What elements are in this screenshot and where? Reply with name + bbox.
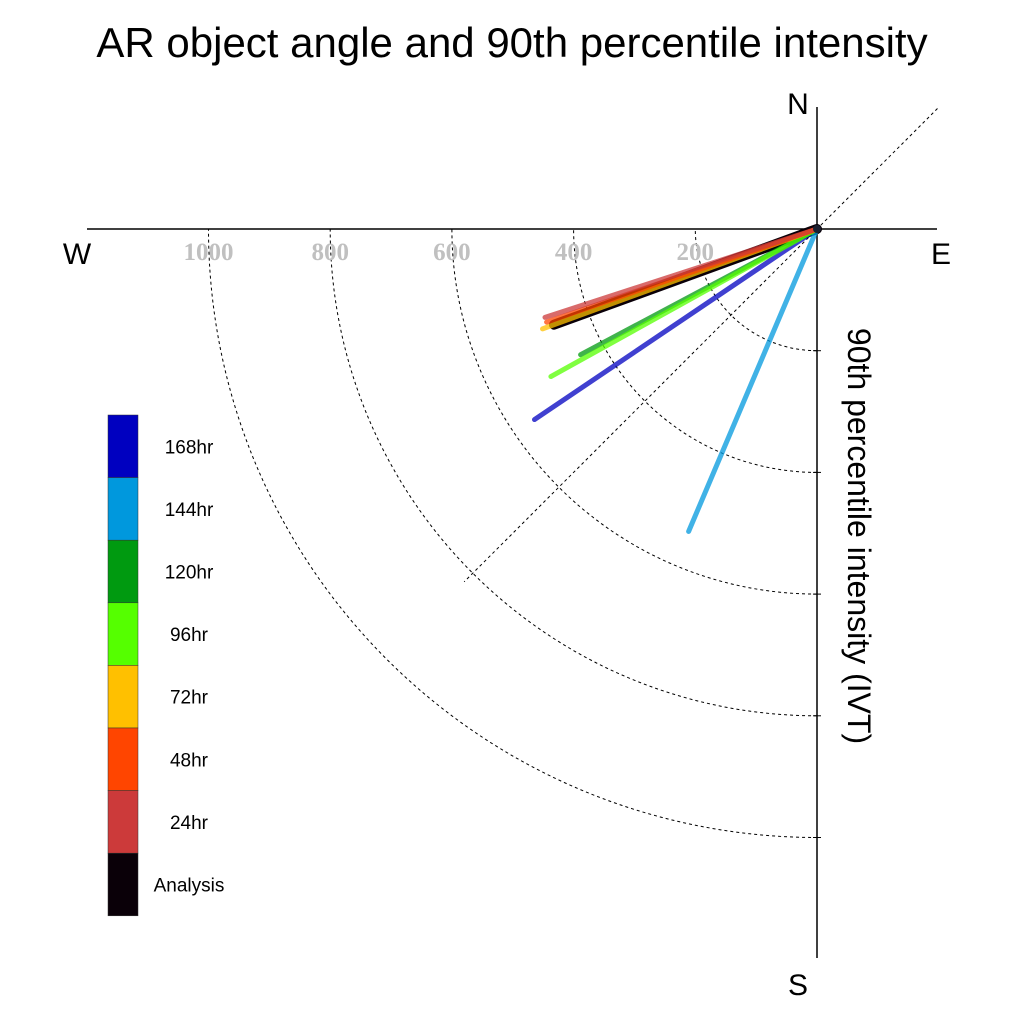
radial-axis-label: 90th percentile intensity (IVT) bbox=[841, 328, 877, 744]
legend-swatch-120hr bbox=[107, 539, 139, 604]
legend-swatch-168hr bbox=[107, 414, 139, 478]
grid-arc-1000 bbox=[208, 228, 818, 838]
grid-arc-400 bbox=[573, 228, 818, 473]
legend-swatch-72hr bbox=[107, 665, 139, 729]
tick-label-800: 800 bbox=[311, 239, 349, 266]
compass-north: N bbox=[787, 88, 809, 121]
compass-west: W bbox=[63, 238, 92, 271]
compass-south: S bbox=[788, 969, 808, 1002]
series-line-24hr bbox=[542, 226, 820, 320]
tick-label-1000: 1000 bbox=[184, 239, 234, 266]
tick-label-600: 600 bbox=[433, 239, 471, 266]
legend-swatch-144hr bbox=[107, 477, 139, 541]
series-lines bbox=[531, 224, 822, 534]
legend-swatch-48hr bbox=[107, 727, 139, 791]
legend-swatch-24hr bbox=[107, 790, 139, 854]
series-line-168hr bbox=[531, 226, 820, 423]
legend-swatch-96hr bbox=[107, 602, 139, 666]
legend-label-120hr: 120hr bbox=[165, 563, 214, 584]
legend-label-96hr: 96hr bbox=[170, 625, 209, 646]
radial-tick-labels: 200 400 600 800 1000 bbox=[184, 239, 715, 266]
legend-label-48hr: 48hr bbox=[170, 750, 209, 771]
legend-label-144hr: 144hr bbox=[165, 500, 214, 521]
legend-swatch-analysis bbox=[107, 852, 139, 917]
tick-label-200: 200 bbox=[677, 239, 715, 266]
legend-label-72hr: 72hr bbox=[170, 688, 209, 709]
legend-label-168hr: 168hr bbox=[165, 437, 214, 458]
legend-label-24hr: 24hr bbox=[170, 813, 209, 834]
grid-radial-sw bbox=[463, 228, 818, 583]
legend-label-analysis: Analysis bbox=[154, 876, 225, 897]
polar-grid bbox=[208, 108, 938, 838]
chart-title: AR object angle and 90th percentile inte… bbox=[96, 19, 927, 66]
origin-point bbox=[813, 225, 821, 233]
legend: 168hr 144hr 120hr 96hr 72hr 48hr 24hr Analysis bbox=[107, 414, 225, 917]
grid-arc-600 bbox=[451, 228, 818, 595]
series-line-96hr bbox=[548, 226, 820, 380]
compass-east: E bbox=[931, 238, 951, 271]
grid-radial-ne bbox=[816, 108, 938, 230]
series-line-144hr bbox=[686, 226, 820, 534]
grid-arc-200 bbox=[694, 228, 818, 352]
grid-arc-800 bbox=[329, 228, 818, 717]
tick-label-400: 400 bbox=[555, 239, 593, 266]
